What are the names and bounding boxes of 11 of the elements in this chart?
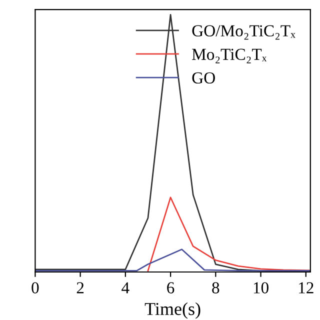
x-axis-title: Time(s) bbox=[144, 302, 200, 319]
legend-label: Mo₂TiC₂Tₓ bbox=[192, 48, 267, 64]
x-tick-label: 10 bbox=[254, 282, 268, 294]
x-tick-label: 0 bbox=[32, 282, 39, 294]
x-tick-label: 12 bbox=[299, 282, 314, 294]
legend-label: GO/Mo₂TiC₂Tₓ bbox=[192, 25, 296, 40]
x-tick-label: 4 bbox=[122, 282, 130, 294]
x-tick-label: 6 bbox=[167, 282, 174, 294]
x-tick-label: 8 bbox=[212, 282, 220, 294]
legend-label: GO bbox=[192, 72, 215, 84]
x-tick-label: 2 bbox=[76, 282, 84, 294]
